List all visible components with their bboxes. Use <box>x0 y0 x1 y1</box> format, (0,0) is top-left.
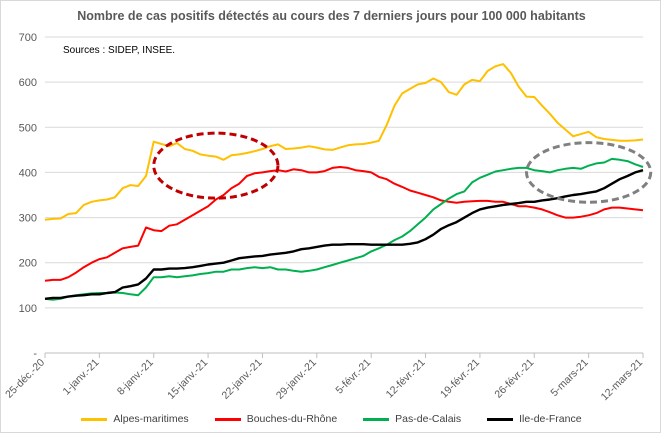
legend-swatch <box>363 417 390 421</box>
legend-swatch <box>214 417 241 421</box>
series-line-pas-de-calais <box>44 157 644 301</box>
x-tick-label: 5-févr.-21 <box>333 357 373 397</box>
chart-source: Sources : SIDEP, INSEE. <box>63 45 176 56</box>
chart-title: Nombre de cas positifs détectés au cours… <box>77 9 586 23</box>
gridlines <box>45 36 643 354</box>
legend-label: Pas-de-Calais <box>395 413 462 425</box>
legend-swatch <box>81 417 108 421</box>
y-tick-label: 400 <box>19 167 37 179</box>
legend-label: Ile-de-France <box>519 413 582 425</box>
series-line-ile-de-france <box>44 169 644 300</box>
x-tick-label: 5-mars-21 <box>548 357 590 399</box>
y-tick-label: 500 <box>19 122 37 134</box>
series-lines <box>44 63 644 301</box>
x-tick-label: 8-janv.-21 <box>115 357 156 398</box>
x-tick-label: 22-janv.-21 <box>219 357 264 402</box>
legend-item: Ile-de-France <box>487 413 582 425</box>
y-tick-label: - <box>33 348 37 360</box>
highlight-ellipse-1 <box>152 131 280 200</box>
x-tick-label: 25-déc.-20 <box>3 357 47 401</box>
y-axis: - 100 200 300 400 500 600 700 <box>19 32 38 360</box>
legend-item: Alpes-maritimes <box>81 413 189 425</box>
legend-swatch <box>487 417 514 421</box>
x-tick-label: 12-févr.-21 <box>384 357 428 401</box>
y-tick-label: 300 <box>19 213 37 225</box>
x-axis: 25-déc.-20 1-janv.-21 8-janv.-21 15-janv.-2… <box>3 352 646 404</box>
x-tick-label: 19-févr.-21 <box>438 357 482 401</box>
legend-item: Pas-de-Calais <box>363 413 461 425</box>
x-tick-label: 1-janv.-21 <box>61 357 102 398</box>
series-line-bouches-du-rh-ne <box>44 166 644 282</box>
annotations <box>152 131 653 204</box>
legend-label: Alpes-maritimes <box>113 413 189 425</box>
legend-item: Bouches-du-Rhône <box>214 413 338 425</box>
y-tick-label: 200 <box>19 258 37 270</box>
highlight-ellipse-2 <box>525 141 653 204</box>
x-tick-label: 29-janv.-21 <box>274 357 319 402</box>
y-tick-label: 100 <box>19 303 37 315</box>
x-tick-label: 15-janv.-21 <box>165 357 210 402</box>
x-tick-label: 12-mars-21 <box>599 357 646 404</box>
y-tick-label: 600 <box>19 77 37 89</box>
x-tick-label: 26-févr.-21 <box>492 357 536 401</box>
legend-label: Bouches-du-Rhône <box>246 413 338 425</box>
legend: Alpes-maritimes Bouches-du-Rhône Pas-de-Ca… <box>1 413 661 425</box>
series-line-alpes-maritimes <box>44 63 644 221</box>
y-tick-label: 700 <box>19 32 37 44</box>
